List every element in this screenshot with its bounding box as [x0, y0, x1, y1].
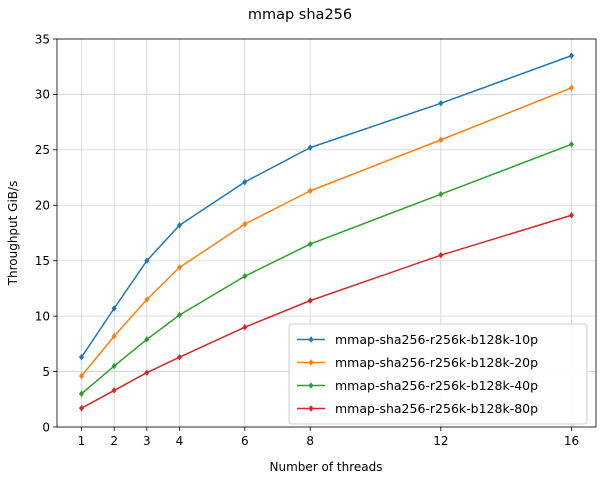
legend-label: mmap-sha256-r256k-b128k-40p [335, 378, 538, 393]
legend-label: mmap-sha256-r256k-b128k-80p [335, 401, 538, 416]
x-tick-label: 8 [306, 434, 314, 448]
data-point [78, 390, 85, 397]
x-tick-label: 12 [433, 434, 448, 448]
data-point [568, 84, 575, 91]
data-point [242, 324, 248, 331]
x-tick-label: 16 [564, 434, 579, 448]
y-tick-label: 10 [35, 309, 50, 323]
y-tick-label: 5 [42, 365, 50, 379]
y-tick-label: 30 [35, 88, 50, 102]
data-point [176, 353, 183, 361]
data-point [242, 178, 248, 186]
data-point [144, 336, 150, 343]
data-point [438, 251, 444, 259]
series-3 [78, 141, 575, 397]
x-axis-label: Number of threads [270, 460, 383, 474]
x-tick-label: 4 [176, 434, 184, 448]
legend-marker [308, 382, 314, 389]
data-point [78, 372, 85, 380]
data-point [111, 387, 117, 394]
series-4 [78, 212, 575, 412]
data-point [78, 353, 85, 361]
data-point [111, 362, 117, 370]
y-tick-label: 25 [35, 143, 50, 157]
x-tick-label: 2 [110, 434, 118, 448]
series-1 [78, 52, 575, 361]
series-layer [78, 52, 575, 412]
series-2 [78, 84, 575, 380]
legend-marker [308, 359, 314, 366]
data-point [568, 212, 575, 219]
data-point [568, 141, 575, 148]
data-point [438, 136, 444, 144]
data-point [176, 264, 183, 271]
legend-item: mmap-sha256-r256k-b128k-20p [297, 355, 538, 370]
legend-item: mmap-sha256-r256k-b128k-80p [297, 401, 538, 416]
data-point [176, 222, 183, 229]
data-point [78, 404, 85, 412]
data-point [568, 52, 575, 59]
data-point [144, 369, 150, 376]
data-point [144, 296, 150, 303]
legend-marker [308, 336, 314, 343]
data-point [242, 273, 248, 280]
data-point [111, 332, 117, 340]
data-point [307, 297, 313, 304]
y-tick-label: 35 [35, 32, 50, 46]
plot-area-frame [56, 38, 597, 428]
data-point [111, 305, 117, 312]
y-tick-label: 15 [35, 254, 50, 268]
y-axis-label: Throughput GiB/s [6, 181, 20, 287]
series-line [81, 214, 572, 409]
data-point [176, 311, 183, 319]
data-point [307, 240, 313, 248]
legend-label: mmap-sha256-r256k-b128k-10p [335, 332, 538, 347]
data-point [307, 144, 313, 151]
x-tick-label: 3 [143, 434, 151, 448]
series-line [80, 87, 572, 377]
data-point [144, 257, 150, 264]
legend: mmap-sha256-r256k-b128k-10p mmap-sha256-r… [288, 323, 588, 425]
x-tick-label: 1 [78, 434, 86, 448]
series-line [80, 54, 572, 358]
data-point [438, 100, 444, 107]
x-tick-label: 6 [241, 434, 249, 448]
y-tick-label: 0 [42, 420, 50, 434]
y-tick-label: 20 [35, 199, 50, 213]
data-point [438, 191, 444, 198]
legend-marker [308, 405, 314, 412]
legend-item: mmap-sha256-r256k-b128k-10p [297, 332, 538, 347]
series-line [81, 143, 572, 395]
data-point [242, 220, 248, 228]
chart-title: mmap sha256 [248, 7, 352, 23]
data-point [307, 187, 313, 195]
legend-box [288, 323, 588, 425]
legend-label: mmap-sha256-r256k-b128k-20p [335, 355, 538, 370]
legend-item: mmap-sha256-r256k-b128k-40p [297, 378, 538, 393]
